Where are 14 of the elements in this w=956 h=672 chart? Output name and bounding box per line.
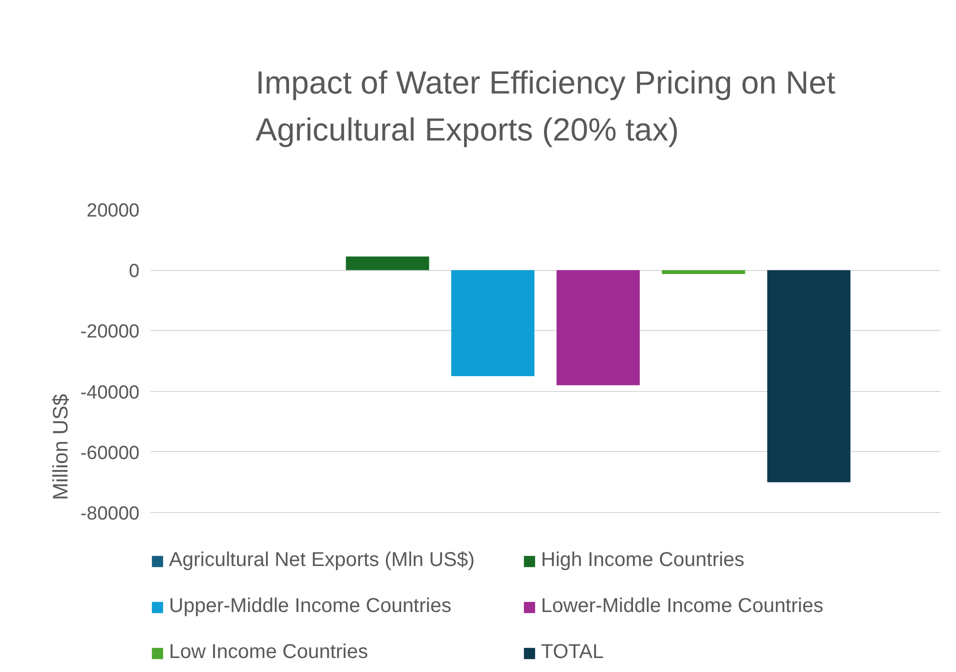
- y-tick-label: -80000: [80, 504, 140, 524]
- legend-label: TOTAL: [541, 641, 605, 664]
- legend-label: Lower-Middle Income Countries: [541, 595, 824, 618]
- y-tick-label: -20000: [80, 322, 140, 343]
- legend-label: High Income Countries: [541, 549, 746, 572]
- legend-label: Upper-Middle Income Countries: [169, 595, 452, 618]
- y-axis-title: Million US$: [49, 394, 72, 500]
- y-tick-label: -60000: [80, 442, 140, 464]
- legend-label: Agricultural Net Exports (Mln US$): [169, 549, 476, 572]
- y-tick-label: 20000: [86, 200, 140, 222]
- legend-label: Low Income Countries: [169, 641, 369, 664]
- y-tick-label: -40000: [80, 382, 140, 404]
- chart-title: Impact of Water Efficiency Pricing on Net Agricultural Exports (20% tax): [256, 64, 836, 148]
- y-tick-label: 0: [128, 261, 140, 282]
